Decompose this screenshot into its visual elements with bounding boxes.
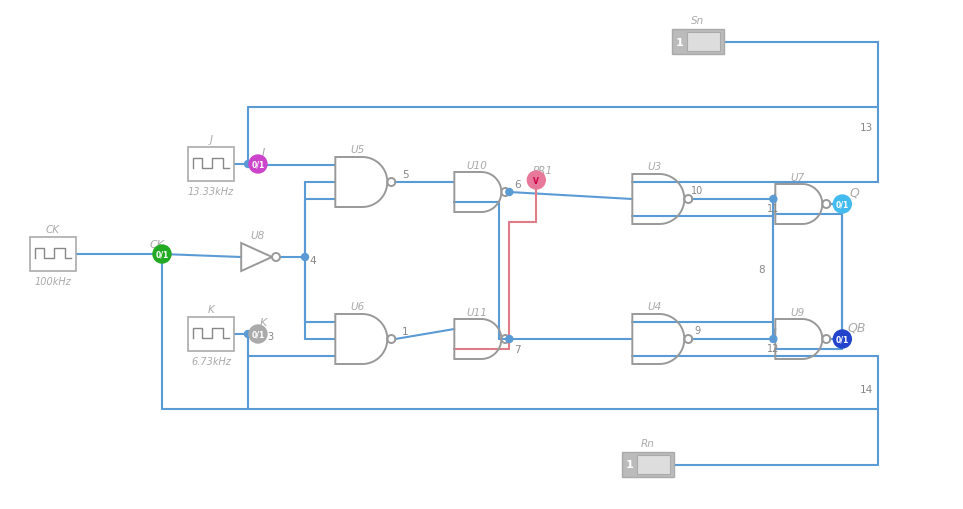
Text: 6: 6: [514, 180, 521, 190]
Text: 5: 5: [402, 169, 408, 180]
Text: U7: U7: [791, 173, 805, 183]
Circle shape: [769, 336, 777, 343]
Text: U5: U5: [351, 145, 365, 155]
Circle shape: [833, 330, 851, 348]
Text: 6.73kHz: 6.73kHz: [191, 356, 231, 366]
Text: QB: QB: [847, 321, 866, 334]
Circle shape: [249, 325, 267, 344]
Text: PR1: PR1: [533, 165, 553, 176]
Text: U8: U8: [251, 231, 265, 241]
Text: U9: U9: [791, 307, 805, 318]
Text: 8: 8: [758, 265, 765, 274]
Text: 100kHz: 100kHz: [35, 276, 71, 287]
Text: 0/1: 0/1: [155, 250, 169, 259]
Text: 3: 3: [267, 331, 273, 342]
Circle shape: [249, 156, 267, 174]
Circle shape: [769, 196, 777, 203]
FancyBboxPatch shape: [672, 30, 724, 55]
Circle shape: [506, 189, 513, 196]
FancyBboxPatch shape: [30, 238, 76, 271]
Text: U4: U4: [648, 301, 663, 312]
Circle shape: [528, 172, 545, 190]
Text: CK: CK: [46, 224, 60, 235]
Circle shape: [506, 336, 513, 343]
Text: 1: 1: [676, 38, 684, 47]
FancyBboxPatch shape: [637, 455, 670, 474]
Text: 10: 10: [691, 186, 703, 195]
Text: 0/1: 0/1: [251, 330, 265, 339]
FancyBboxPatch shape: [687, 33, 720, 52]
Text: 13.33kHz: 13.33kHz: [188, 187, 234, 196]
Text: Sn: Sn: [691, 16, 705, 26]
Circle shape: [833, 195, 851, 214]
Text: U6: U6: [351, 301, 365, 312]
Circle shape: [159, 251, 166, 258]
Text: 7: 7: [514, 344, 521, 354]
Text: 11: 11: [768, 204, 779, 214]
Text: U10: U10: [466, 161, 487, 171]
Circle shape: [245, 331, 251, 338]
Text: Rn: Rn: [641, 438, 655, 448]
Text: CK: CK: [149, 240, 165, 249]
Text: 4: 4: [310, 256, 316, 266]
FancyBboxPatch shape: [188, 148, 234, 182]
Circle shape: [301, 254, 308, 261]
Text: 12: 12: [768, 344, 779, 353]
Text: V: V: [534, 176, 539, 185]
Text: K: K: [259, 318, 267, 327]
Text: 13: 13: [859, 123, 872, 133]
Text: 0/1: 0/1: [251, 160, 265, 169]
FancyBboxPatch shape: [188, 318, 234, 351]
Text: 14: 14: [859, 384, 872, 394]
Text: U11: U11: [466, 307, 487, 318]
FancyBboxPatch shape: [622, 452, 674, 477]
Text: Q: Q: [849, 186, 859, 199]
Circle shape: [245, 161, 251, 168]
Text: U3: U3: [648, 162, 663, 172]
Text: J: J: [210, 135, 213, 145]
Text: 0/1: 0/1: [836, 200, 849, 209]
Text: 1: 1: [626, 460, 634, 470]
Circle shape: [153, 245, 171, 264]
Text: 9: 9: [694, 325, 700, 335]
Text: 0/1: 0/1: [836, 335, 849, 344]
Text: K: K: [208, 304, 215, 315]
Text: J: J: [261, 148, 265, 158]
Text: 1: 1: [402, 326, 408, 336]
